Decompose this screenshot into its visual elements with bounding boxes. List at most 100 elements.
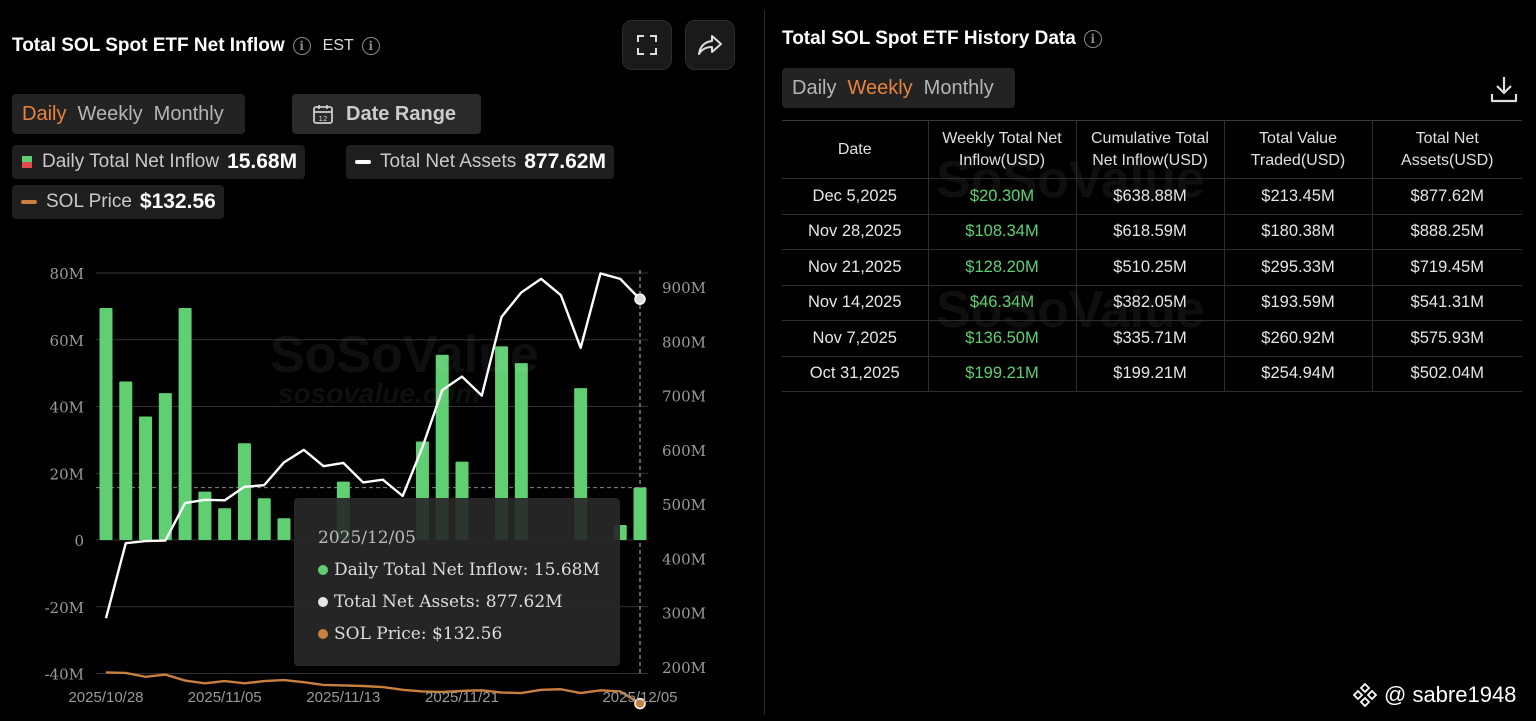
- x-axis-tick: 2025/11/21: [425, 689, 499, 706]
- history-info-icon[interactable]: i: [1083, 30, 1102, 48]
- right-axis-tick: 200M: [662, 659, 706, 677]
- assets-line: [104, 272, 641, 619]
- granularity-tabs: Daily Weekly Monthly: [12, 94, 245, 134]
- history-table: Date Weekly Total Net Inflow(USD) Cumulati…: [782, 120, 1522, 392]
- table-cell: $20.30M: [927, 178, 1077, 215]
- tooltip-assets-row: Total Net Assets: 877.62M: [318, 592, 620, 612]
- right-axis-tick: 900M: [662, 279, 706, 297]
- fullscreen-button[interactable]: [622, 20, 672, 70]
- right-axis-tick: 600M: [662, 442, 706, 460]
- column-header: Total Net Assets(USD): [1371, 120, 1522, 179]
- table-cell: $877.62M: [1371, 178, 1522, 215]
- column-header: Total Value Traded(USD): [1223, 120, 1373, 179]
- table-cell: Nov 28,2025: [782, 213, 929, 250]
- inflow-bar: [99, 308, 113, 540]
- table-cell: $295.33M: [1223, 249, 1373, 286]
- table-cell: $510.25M: [1075, 249, 1225, 286]
- table-row[interactable]: Nov 14,2025 $46.34M $382.05M $193.59M $541.3…: [782, 284, 1522, 321]
- inflow-bar: [633, 487, 647, 540]
- date-range-label: Date Range: [346, 102, 457, 125]
- table-cell: $638.88M: [1075, 178, 1225, 215]
- table-cell: Nov 21,2025: [782, 249, 929, 286]
- calendar-icon: 12: [313, 105, 333, 124]
- price-legend-label: SOL Price: [46, 191, 132, 212]
- x-axis-tick: 2025/11/05: [188, 689, 262, 706]
- table-cell: $199.21M: [1075, 355, 1225, 392]
- right-axis-tick: 500M: [662, 496, 706, 514]
- legend-assets[interactable]: Total Net Assets 877.62M: [346, 145, 614, 179]
- column-header: Weekly Total Net Inflow(USD): [927, 120, 1077, 179]
- table-row[interactable]: Nov 28,2025 $108.34M $618.59M $180.38M $888.…: [782, 213, 1522, 250]
- table-cell: $541.31M: [1371, 284, 1522, 321]
- price-legend-value: $132.56: [139, 190, 216, 213]
- table-row[interactable]: Oct 31,2025 $199.21M $199.21M $254.94M $502.…: [782, 355, 1522, 392]
- info-icon[interactable]: i: [292, 37, 311, 55]
- left-axis-tick: 80M: [50, 265, 84, 283]
- x-axis-tick: 2025/10/28: [68, 689, 143, 706]
- table-header-row: Date Weekly Total Net Inflow(USD) Cumulati…: [782, 120, 1522, 179]
- table-cell: $46.34M: [927, 284, 1077, 321]
- right-axis-tick: 300M: [662, 605, 706, 623]
- tooltip-price-row: SOL Price: $132.56: [318, 624, 620, 644]
- table-cell: Oct 31,2025: [782, 355, 929, 392]
- table-cell: $575.93M: [1371, 320, 1522, 357]
- inflow-bar: [514, 363, 528, 540]
- table-cell: Nov 14,2025: [782, 284, 929, 321]
- history-tab-monthly[interactable]: Monthly: [923, 76, 994, 99]
- inflow-bar: [158, 393, 172, 540]
- price-legend-icon: [21, 200, 37, 204]
- table-cell: $193.59M: [1223, 284, 1373, 321]
- assets-legend-label: Total Net Assets: [380, 151, 517, 172]
- history-tab-weekly[interactable]: Weekly: [847, 76, 913, 99]
- chart-tab-daily[interactable]: Daily: [22, 102, 67, 125]
- table-cell: $108.34M: [927, 213, 1077, 250]
- legend-inflow[interactable]: Daily Total Net Inflow 15.68M: [12, 145, 306, 179]
- legend-price[interactable]: SOL Price $132.56: [12, 185, 224, 219]
- assets-legend-icon: [355, 160, 371, 164]
- table-cell: $213.45M: [1223, 178, 1373, 215]
- right-axis-tick: 400M: [662, 550, 706, 568]
- table-cell: $199.21M: [927, 355, 1077, 392]
- history-title-row: Total SOL Spot ETF History Data i: [782, 28, 1102, 50]
- table-row[interactable]: Nov 21,2025 $128.20M $510.25M $295.33M $719.…: [782, 249, 1522, 286]
- table-cell: $335.71M: [1075, 320, 1225, 357]
- x-axis-tick: 2025/11/13: [306, 689, 380, 706]
- left-axis-tick: 60M: [50, 332, 84, 350]
- column-header: Cumulative Total Net Inflow(USD): [1075, 120, 1225, 179]
- inflow-bar: [277, 518, 291, 540]
- chart-title-row: Total SOL Spot ETF Net Inflow i EST i: [12, 35, 380, 57]
- share-button[interactable]: [685, 20, 735, 70]
- table-cell: $254.94M: [1223, 355, 1373, 392]
- tooltip-inflow-row: Daily Total Net Inflow: 15.68M: [318, 560, 620, 580]
- table-row[interactable]: Dec 5,2025 $20.30M $638.88M $213.45M $877.62…: [782, 178, 1522, 215]
- left-axis-tick: -40M: [44, 666, 84, 684]
- inflow-bar: [495, 346, 509, 540]
- inflow-bar: [198, 491, 212, 540]
- binance-icon: [1352, 682, 1378, 708]
- tooltip-assets-dot: [318, 597, 328, 607]
- left-axis-tick: 40M: [50, 399, 84, 417]
- table-cell: $136.50M: [927, 320, 1077, 357]
- chart-tab-weekly[interactable]: Weekly: [77, 102, 143, 125]
- table-row[interactable]: Nov 7,2025 $136.50M $335.71M $260.92M $575.9…: [782, 320, 1522, 357]
- credit: @ sabre1948: [1352, 682, 1516, 708]
- date-range-button[interactable]: 12 Date Range: [292, 94, 481, 134]
- table-cell: $260.92M: [1223, 320, 1373, 357]
- chart-tab-monthly[interactable]: Monthly: [153, 102, 224, 125]
- table-cell: $180.38M: [1223, 213, 1373, 250]
- price-last-point: [634, 697, 646, 710]
- table-cell: $382.05M: [1075, 284, 1225, 321]
- timezone-info-icon[interactable]: i: [361, 37, 380, 55]
- inflow-bar: [139, 416, 153, 540]
- download-icon[interactable]: [1488, 74, 1520, 104]
- left-axis-tick: 0: [74, 532, 84, 550]
- inflow-bar: [178, 308, 192, 540]
- assets-last-point: [634, 293, 646, 305]
- inflow-bar: [237, 443, 251, 540]
- price-line: [105, 671, 641, 705]
- x-axis-tick: 2025/12/05: [602, 689, 677, 706]
- inflow-bar: [257, 498, 271, 540]
- right-axis-tick: 700M: [662, 388, 706, 406]
- history-tab-daily[interactable]: Daily: [792, 76, 837, 99]
- timezone-label[interactable]: EST: [322, 37, 354, 54]
